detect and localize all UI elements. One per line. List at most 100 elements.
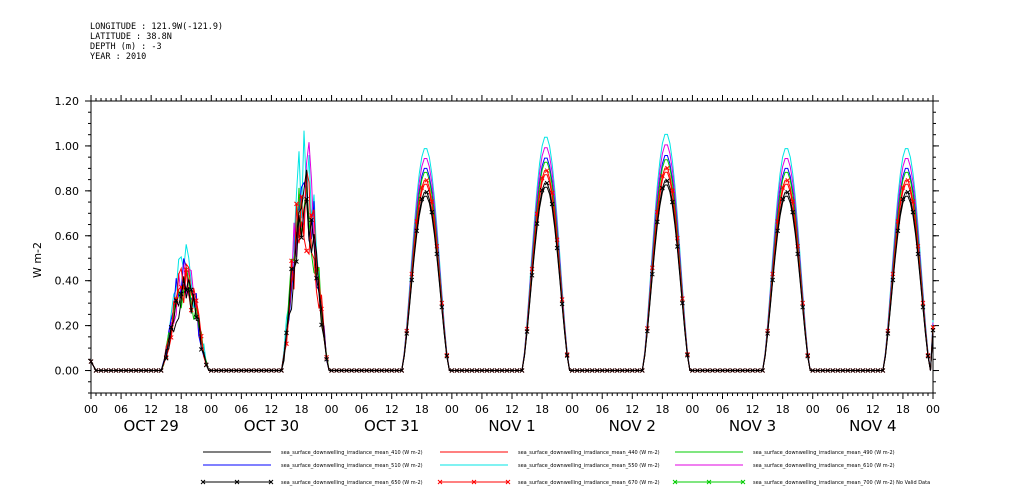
x-day-label: NOV 2 [609,417,656,435]
legend-marker [268,479,274,485]
x-hour-label: 18 [776,403,790,416]
series-marker [123,368,129,373]
series-marker [905,189,911,195]
series-marker [680,300,685,306]
series-marker [389,368,395,373]
series-marker [835,368,841,373]
series-marker [830,368,836,373]
y-axis-label: W m-2 [31,242,44,278]
series-marker [875,368,881,373]
series-marker [419,185,425,190]
depth-text: DEPTH (m) : -3 [90,42,162,52]
series-marker [675,244,680,249]
metadata-header: LONGITUDE : 121.9W(-121.9) LATITUDE : 38… [90,22,223,62]
series-marker [785,177,791,183]
series-marker [404,331,410,336]
series-marker [459,368,465,373]
series-marker [294,201,299,207]
series-marker [444,353,450,359]
series-marker [344,368,349,373]
series-marker [183,267,189,273]
legend-label: sea_surface_downwelling_irradiance_mean_… [281,463,423,469]
series-marker [900,196,906,202]
series-marker [364,368,370,373]
x-hour-label: 00 [806,403,820,416]
legend-label: sea_surface_downwelling_irradiance_mean_… [518,463,660,469]
legend-marker [740,479,746,485]
series-marker [685,352,690,358]
series-marker [695,368,700,373]
x-hour-label: 18 [174,403,188,416]
x-hour-label: 00 [685,403,699,416]
series-marker [213,368,219,373]
series-marker [785,189,791,195]
series-marker [218,368,224,373]
series-marker [254,368,259,373]
series-marker [118,368,124,373]
series-marker [690,368,695,373]
series-marker [379,368,385,373]
series-marker [203,362,209,368]
y-tick-label: 0.60 [55,230,80,243]
series-marker [559,301,565,307]
series-marker [900,185,906,190]
series-marker [800,304,806,310]
series-marker [554,245,560,251]
series-marker [414,228,420,234]
legend-marker [706,479,712,485]
legend-label: sea_surface_downwelling_irradiance_mean_… [518,450,660,456]
series-marker [424,177,430,183]
series-marker [354,368,359,373]
series-marker [665,178,670,184]
legend-marker [437,479,443,485]
series-marker [168,324,174,330]
series-marker [133,368,139,373]
series-marker [549,201,555,207]
series-marker [264,368,269,373]
series-marker [479,368,485,373]
series-marker [790,209,796,215]
series-marker [228,368,234,373]
series-marker [499,368,505,373]
series-marker [720,368,725,373]
series-marker [178,291,184,297]
series-marker [614,368,620,373]
series-marker [770,277,775,283]
series-marker [725,368,730,373]
series-marker [429,209,435,215]
series-marker [514,368,520,373]
series-marker [138,368,144,373]
series-marker [279,368,284,373]
series-marker [660,173,665,179]
series-marker [434,251,440,257]
series-marker [324,356,329,362]
x-hour-label: 12 [385,403,399,416]
x-hour-label: 18 [295,403,309,416]
x-hour-label: 12 [144,403,158,416]
series-marker [128,368,134,373]
series-marker [855,368,861,373]
series-marker [88,359,94,364]
series-marker [198,347,204,352]
series-marker [334,368,339,373]
series-marker [805,353,811,359]
series-marker [710,368,715,373]
series-marker [369,368,375,373]
series-marker [484,368,490,373]
series-marker [599,368,605,373]
series-marker [780,185,785,190]
series-marker [544,180,550,186]
series-marker [815,368,821,373]
series-marker [880,368,886,373]
series-marker [860,368,866,373]
x-day-label: OCT 31 [364,417,419,435]
series-marker [489,368,495,373]
series-marker [259,368,264,373]
x-hour-label: 06 [355,403,369,416]
series-marker [359,368,364,373]
x-hour-label: 12 [505,403,519,416]
series-marker [629,368,635,373]
series-marker [284,330,289,336]
series-marker [233,368,239,373]
